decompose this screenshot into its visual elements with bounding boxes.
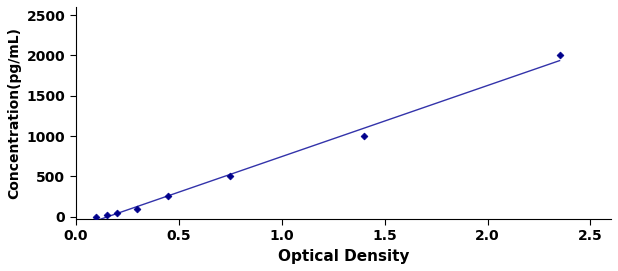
X-axis label: Optical Density: Optical Density xyxy=(277,249,409,264)
Y-axis label: Concentration(pg/mL): Concentration(pg/mL) xyxy=(7,27,21,199)
